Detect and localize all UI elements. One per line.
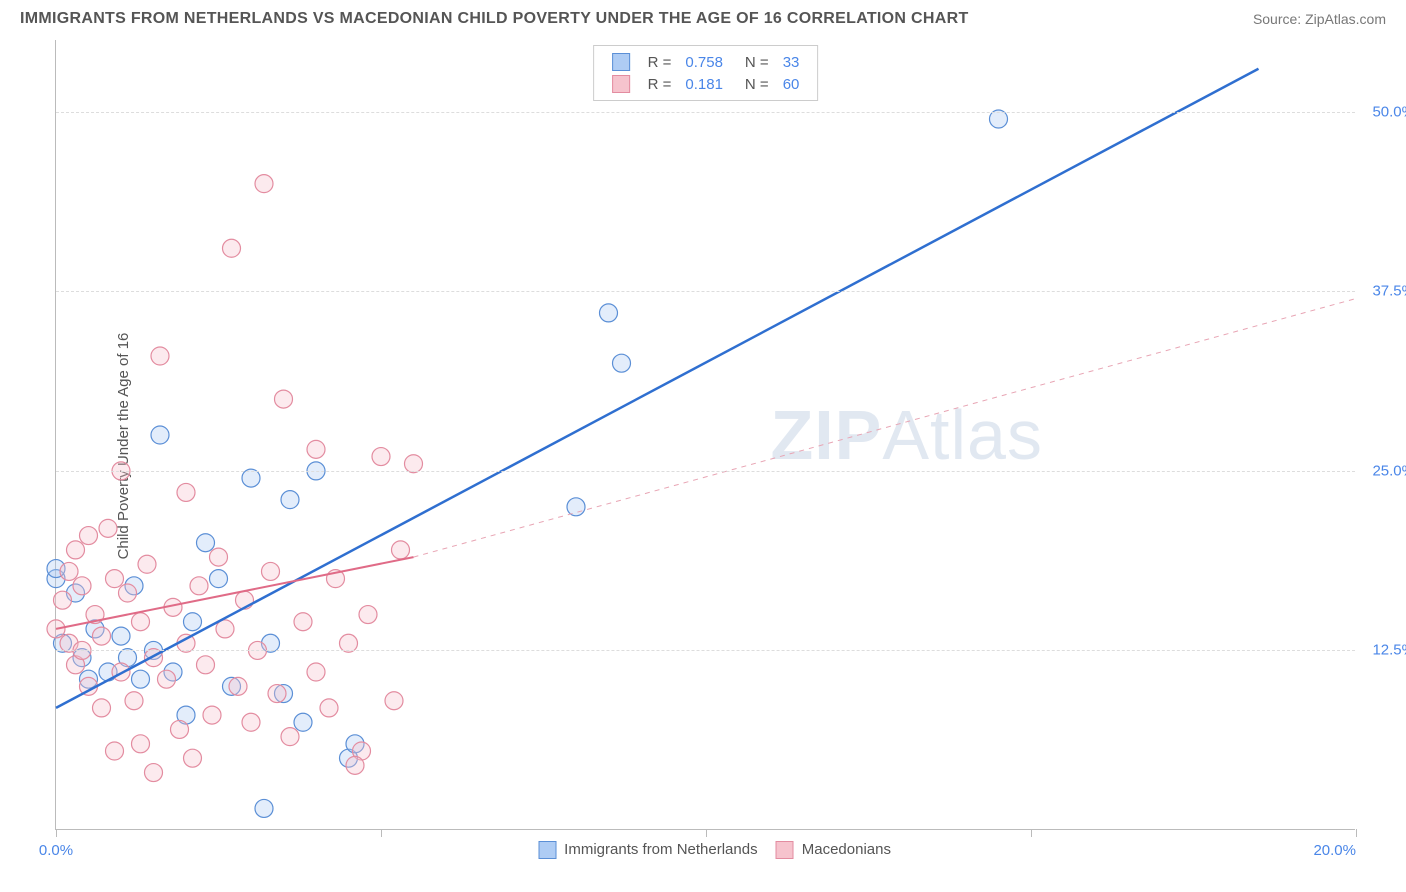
legend-correlation-box: R =0.758N =33R =0.181N =60 — [593, 45, 819, 101]
data-point — [119, 584, 137, 602]
data-point — [99, 519, 117, 537]
data-point — [255, 175, 273, 193]
legend-table: R =0.758N =33R =0.181N =60 — [604, 50, 808, 96]
legend-row: R =0.758N =33 — [606, 52, 806, 72]
data-point — [190, 577, 208, 595]
data-point — [138, 555, 156, 573]
x-tick — [381, 829, 382, 837]
x-tick — [706, 829, 707, 837]
data-point — [372, 448, 390, 466]
legend-r-value: 0.758 — [679, 52, 729, 72]
legend-row: R =0.181N =60 — [606, 74, 806, 94]
data-point — [262, 562, 280, 580]
chart-title: IMMIGRANTS FROM NETHERLANDS VS MACEDONIA… — [20, 10, 969, 28]
data-point — [268, 685, 286, 703]
data-point — [158, 670, 176, 688]
data-point — [93, 627, 111, 645]
data-point — [281, 491, 299, 509]
legend-r-label: R = — [642, 74, 678, 94]
chart-header: IMMIGRANTS FROM NETHERLANDS VS MACEDONIA… — [0, 0, 1406, 36]
legend-swatch — [538, 841, 556, 859]
grid-line — [56, 112, 1355, 113]
data-point — [125, 692, 143, 710]
data-point — [184, 613, 202, 631]
legend-n-value: 60 — [777, 74, 806, 94]
data-point — [197, 534, 215, 552]
data-point — [80, 527, 98, 545]
data-point — [294, 613, 312, 631]
data-point — [171, 720, 189, 738]
legend-series-label: Macedonians — [798, 841, 891, 858]
data-point — [54, 591, 72, 609]
chart-source: Source: ZipAtlas.com — [1253, 11, 1386, 27]
data-point — [613, 354, 631, 372]
data-point — [60, 562, 78, 580]
data-point — [210, 548, 228, 566]
data-point — [600, 304, 618, 322]
data-point — [151, 426, 169, 444]
data-point — [112, 627, 130, 645]
y-tick-label: 50.0% — [1372, 103, 1406, 120]
legend-series: Immigrants from Netherlands Macedonians — [520, 841, 891, 859]
data-point — [106, 570, 124, 588]
data-point — [132, 735, 150, 753]
trend-line — [56, 69, 1259, 708]
trend-line-dashed — [414, 299, 1357, 558]
legend-swatch — [612, 75, 630, 93]
legend-swatch — [776, 841, 794, 859]
data-point — [93, 699, 111, 717]
data-point — [294, 713, 312, 731]
data-point — [255, 799, 273, 817]
data-point — [73, 577, 91, 595]
legend-series-label: Immigrants from Netherlands — [560, 841, 758, 858]
data-point — [275, 390, 293, 408]
data-point — [197, 656, 215, 674]
data-point — [106, 742, 124, 760]
data-point — [203, 706, 221, 724]
data-point — [567, 498, 585, 516]
data-point — [151, 347, 169, 365]
legend-r-value: 0.181 — [679, 74, 729, 94]
y-tick-label: 12.5% — [1372, 642, 1406, 659]
data-point — [145, 764, 163, 782]
grid-line — [56, 650, 1355, 651]
data-point — [307, 663, 325, 681]
grid-line — [56, 471, 1355, 472]
data-point — [359, 606, 377, 624]
legend-r-label: R = — [642, 52, 678, 72]
chart-plot-area: ZIPAtlas R =0.758N =33R =0.181N =60 Immi… — [55, 40, 1355, 830]
data-point — [229, 677, 247, 695]
data-point — [132, 613, 150, 631]
data-point — [132, 670, 150, 688]
x-tick-label: 0.0% — [39, 842, 73, 859]
x-tick — [1031, 829, 1032, 837]
data-point — [385, 692, 403, 710]
legend-n-value: 33 — [777, 52, 806, 72]
data-point — [320, 699, 338, 717]
x-tick — [56, 829, 57, 837]
legend-swatch — [612, 53, 630, 71]
data-point — [307, 440, 325, 458]
data-point — [223, 239, 241, 257]
x-tick-label: 20.0% — [1313, 842, 1356, 859]
x-tick — [1356, 829, 1357, 837]
data-point — [67, 541, 85, 559]
data-point — [346, 756, 364, 774]
legend-n-label: N = — [731, 74, 775, 94]
grid-line — [56, 291, 1355, 292]
data-point — [392, 541, 410, 559]
data-point — [210, 570, 228, 588]
data-point — [242, 713, 260, 731]
data-point — [177, 483, 195, 501]
y-tick-label: 37.5% — [1372, 283, 1406, 300]
data-point — [184, 749, 202, 767]
scatter-svg — [56, 40, 1355, 829]
legend-n-label: N = — [731, 52, 775, 72]
y-tick-label: 25.0% — [1372, 462, 1406, 479]
data-point — [281, 728, 299, 746]
